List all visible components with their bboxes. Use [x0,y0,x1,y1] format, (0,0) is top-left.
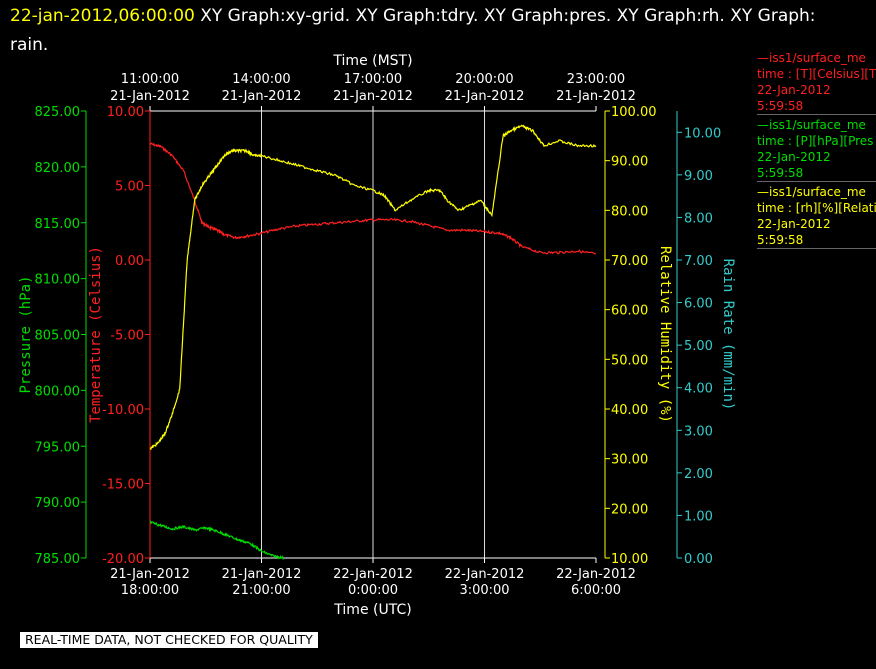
x-tick-label-bottom-time: 3:00:00 [459,583,509,598]
y-tick-label-humidity: 40.00 [611,403,648,418]
x-tick-label-bottom-date: 22-Jan-2012 [333,567,413,582]
legend-series-date: 22-Jan-2012 [757,150,831,164]
legend: —iss1/surface_me time : [T][Celsius][T 2… [757,50,876,251]
y-tick-label-pressure: 820.00 [35,161,81,176]
y-tick-label-temperature: -20.00 [102,552,144,567]
timestamp: 22-jan-2012,06:00:00 [10,6,195,26]
x-tick-label-top-time: 11:00:00 [121,72,179,87]
x-tick-label-top-time: 14:00:00 [232,72,290,87]
y-tick-label-rain: 6.00 [684,297,713,312]
x-tick-label-top-time: 20:00:00 [455,72,513,87]
y-tick-label-pressure: 805.00 [35,329,81,344]
y-tick-label-rain: 9.00 [684,169,713,184]
y-tick-label-humidity: 100.00 [611,105,657,120]
legend-series-field: time : [P][hPa][Pres [757,134,874,148]
y-axis-title-pressure: Pressure (hPa) [18,275,34,393]
legend-series-field: time : [rh][%][Relati [757,201,876,215]
y-tick-label-temperature: -5.00 [110,329,144,344]
y-tick-label-pressure: 810.00 [35,273,81,288]
x-tick-label-bottom-date: 22-Jan-2012 [445,567,525,582]
y-tick-label-pressure: 800.00 [35,384,81,399]
graph-list-cont: rain. [10,35,49,55]
x-tick-label-top-date: 21-Jan-2012 [110,89,190,104]
legend-series-name: —iss1/surface_me [757,118,866,132]
series-line-temperature [149,142,597,255]
y-tick-label-humidity: 30.00 [611,453,648,468]
legend-series-date: 22-Jan-2012 [757,83,831,97]
x-tick-label-top-date: 21-Jan-2012 [445,89,525,104]
x-tick-label-bottom-date: 21-Jan-2012 [222,567,302,582]
x-axis-title-top: Time (MST) [332,53,412,69]
y-tick-label-pressure: 795.00 [35,440,81,455]
y-axis-title-temperature: Temperature (Celsius) [88,246,104,423]
y-tick-label-humidity: 20.00 [611,502,648,517]
series-line-humidity [149,124,597,451]
y-axis-title-humidity: Relative Humidity (%) [657,246,673,423]
series-line-pressure [149,520,285,561]
x-tick-label-bottom-time: 6:00:00 [571,583,621,598]
graph-list: XY Graph:xy-grid. XY Graph:tdry. XY Grap… [200,6,816,26]
y-tick-label-rain: 0.00 [684,552,713,567]
y-tick-label-humidity: 60.00 [611,304,648,319]
x-tick-label-top-time: 17:00:00 [344,72,402,87]
x-tick-label-bottom-time: 0:00:00 [348,583,398,598]
x-tick-label-bottom-time: 18:00:00 [121,583,179,598]
y-axis-title-rain: Rain Rate (mm/min) [720,259,736,411]
legend-entry-pressure[interactable]: —iss1/surface_me time : [P][hPa][Pres 22… [757,117,876,182]
y-tick-label-pressure: 785.00 [35,552,81,567]
legend-entry-temperature[interactable]: —iss1/surface_me time : [T][Celsius][T 2… [757,50,876,115]
x-tick-label-bottom-date: 22-Jan-2012 [556,567,636,582]
y-tick-label-humidity: 70.00 [611,254,648,269]
legend-series-time: 5:59:58 [757,233,804,247]
legend-series-name: —iss1/surface_me [757,185,866,199]
x-axis-title-bottom: Time (UTC) [333,602,411,618]
y-tick-label-rain: 5.00 [684,339,713,354]
y-tick-label-rain: 7.00 [684,254,713,269]
y-tick-label-temperature: -15.00 [102,478,144,493]
x-tick-label-top-date: 21-Jan-2012 [222,89,302,104]
legend-series-time: 5:59:58 [757,99,804,113]
y-tick-label-rain: 10.00 [684,126,721,141]
legend-series-name: —iss1/surface_me [757,51,866,65]
legend-series-time: 5:59:58 [757,166,804,180]
x-tick-label-top-time: 23:00:00 [567,72,625,87]
y-tick-label-humidity: 90.00 [611,155,648,170]
x-tick-label-top-date: 21-Jan-2012 [556,89,636,104]
x-tick-label-bottom-time: 21:00:00 [232,583,290,598]
y-tick-label-rain: 8.00 [684,211,713,226]
legend-series-date: 22-Jan-2012 [757,217,831,231]
x-tick-label-top-date: 21-Jan-2012 [333,89,413,104]
y-tick-label-humidity: 80.00 [611,204,648,219]
y-tick-label-pressure: 790.00 [35,496,81,511]
y-tick-label-pressure: 825.00 [35,105,81,120]
quality-notice: REAL-TIME DATA, NOT CHECKED FOR QUALITY [20,632,318,648]
y-tick-label-rain: 2.00 [684,467,713,482]
y-tick-label-rain: 3.00 [684,424,713,439]
y-tick-label-temperature: 10.00 [107,105,144,120]
y-tick-label-rain: 4.00 [684,382,713,397]
legend-entry-humidity[interactable]: —iss1/surface_me time : [rh][%][Relati 2… [757,184,876,249]
graph-title-bar: 22-jan-2012,06:00:00 XY Graph:xy-grid. X… [10,2,850,60]
y-tick-label-temperature: 5.00 [115,180,144,195]
legend-series-field: time : [T][Celsius][T [757,67,876,81]
y-tick-label-temperature: -10.00 [102,403,144,418]
y-tick-label-temperature: 0.00 [115,254,144,269]
x-tick-label-bottom-date: 21-Jan-2012 [110,567,190,582]
y-tick-label-rain: 1.00 [684,509,713,524]
y-tick-label-humidity: 50.00 [611,353,648,368]
y-tick-label-humidity: 10.00 [611,552,648,567]
y-tick-label-pressure: 815.00 [35,217,81,232]
